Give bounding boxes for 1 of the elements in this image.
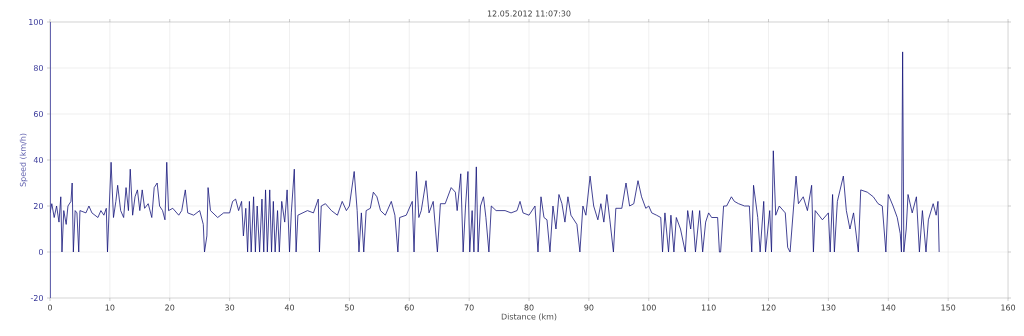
line-series	[50, 51, 940, 253]
